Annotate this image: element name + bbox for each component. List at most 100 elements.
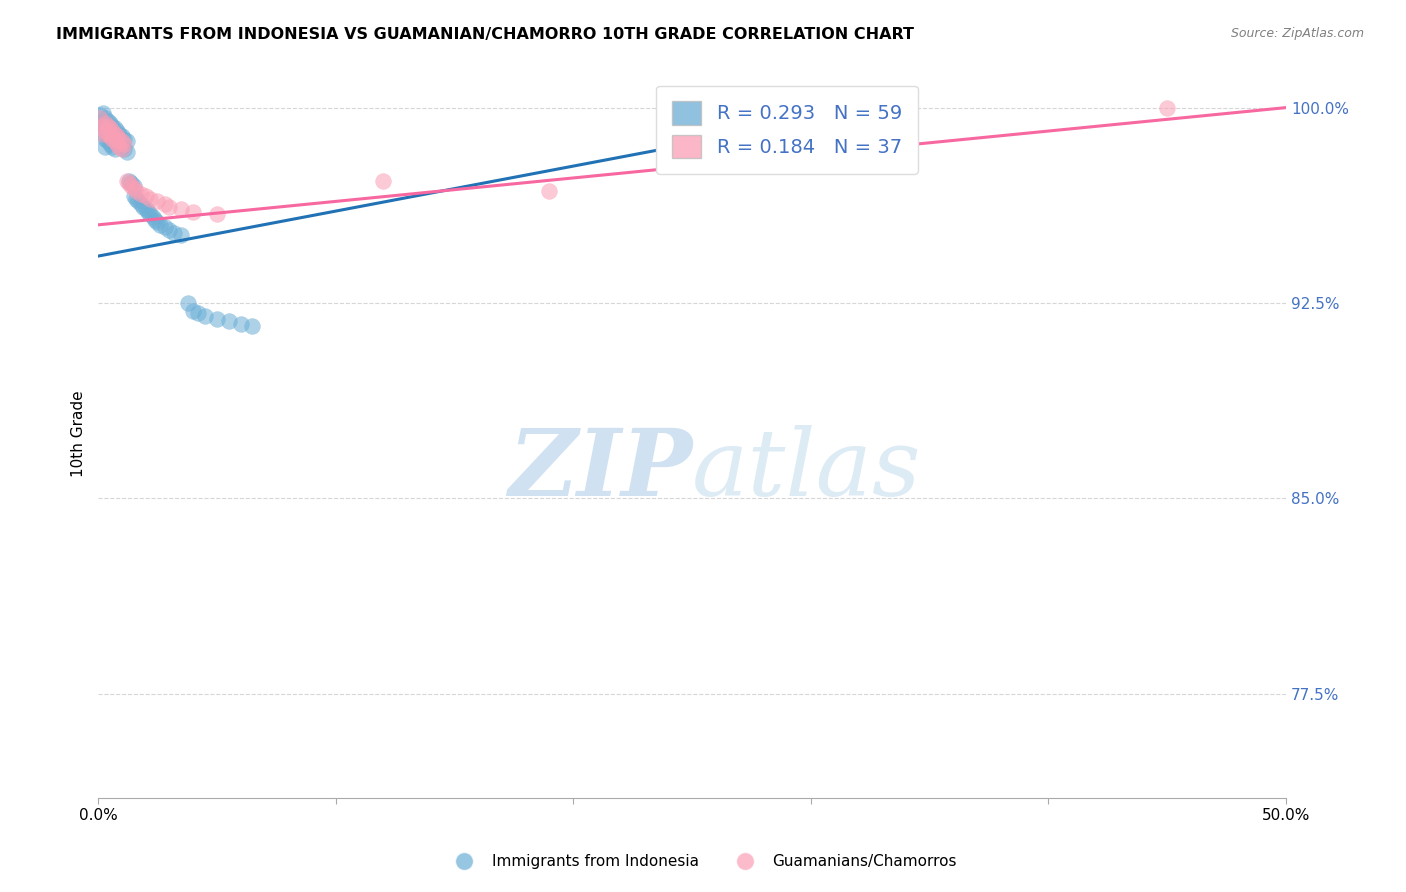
Point (111, 139, 134, 153)
Point (98, 116, 121, 130)
Point (115, 173, 138, 187)
Point (170, 228, 193, 243)
Point (115, 135, 138, 149)
Point (127, 194, 149, 209)
Point (120, 178, 142, 193)
Point (91, 119, 114, 133)
Legend: Immigrants from Indonesia, Guamanians/Chamorros: Immigrants from Indonesia, Guamanians/Ch… (443, 848, 963, 875)
Point (91, 105, 114, 120)
Point (135, 202, 157, 217)
Point (104, 142, 127, 156)
Point (94, 116, 117, 130)
Point (373, 173, 395, 187)
Point (98, 121, 121, 136)
Point (94, 111, 117, 125)
Point (94, 139, 117, 153)
Text: atlas: atlas (692, 425, 921, 515)
Point (153, 220, 176, 235)
Point (870, 108, 893, 122)
Point (111, 129, 134, 144)
Point (104, 127, 127, 141)
Point (122, 189, 145, 203)
Point (132, 200, 155, 214)
Text: Source: ZipAtlas.com: Source: ZipAtlas.com (1230, 27, 1364, 40)
Point (101, 124, 124, 138)
Point (153, 197, 176, 211)
Point (94, 124, 117, 138)
Point (105, 137, 128, 152)
Point (108, 139, 131, 153)
Point (125, 192, 148, 206)
Point (205, 311, 228, 326)
Y-axis label: 10th Grade: 10th Grade (72, 390, 86, 476)
Point (101, 129, 124, 144)
Point (96, 135, 118, 149)
Point (96, 113, 118, 128)
Point (89, 108, 111, 122)
Point (129, 186, 152, 201)
Point (135, 189, 157, 203)
Point (157, 200, 180, 214)
Point (101, 139, 124, 153)
Point (96, 124, 118, 138)
Point (94, 121, 117, 136)
Point (111, 142, 134, 156)
Point (149, 218, 172, 232)
Point (125, 184, 148, 198)
Point (115, 145, 138, 159)
Text: ZIP: ZIP (508, 425, 692, 515)
Legend: R = 0.293   N = 59, R = 0.184   N = 37: R = 0.293 N = 59, R = 0.184 N = 37 (657, 86, 918, 174)
Text: IMMIGRANTS FROM INDONESIA VS GUAMANIAN/CHAMORRO 10TH GRADE CORRELATION CHART: IMMIGRANTS FROM INDONESIA VS GUAMANIAN/C… (56, 27, 914, 42)
Point (108, 132, 131, 146)
Point (101, 132, 124, 146)
Point (139, 207, 162, 221)
Point (112, 132, 135, 146)
Point (96, 127, 118, 141)
Point (118, 173, 141, 187)
Point (105, 135, 128, 149)
Point (89, 111, 111, 125)
Point (1156, 101, 1178, 115)
Point (229, 317, 252, 331)
Point (163, 226, 186, 240)
Point (177, 296, 200, 310)
Point (218, 314, 240, 328)
Point (98, 129, 121, 144)
Point (104, 132, 127, 146)
Point (538, 184, 561, 198)
Point (136, 204, 159, 219)
Point (187, 306, 209, 320)
Point (146, 194, 169, 209)
Point (143, 212, 166, 227)
Point (122, 178, 145, 193)
Point (157, 223, 180, 237)
Point (96, 119, 118, 133)
Point (181, 204, 204, 219)
Point (181, 303, 204, 318)
Point (108, 137, 131, 152)
Point (91, 127, 114, 141)
Point (98, 137, 121, 152)
Point (104, 121, 127, 136)
Point (91, 127, 114, 141)
Point (98, 127, 121, 141)
Point (170, 202, 193, 217)
Point (89, 116, 111, 130)
Point (112, 142, 135, 156)
Point (139, 192, 162, 206)
Point (146, 215, 169, 229)
Point (242, 319, 264, 334)
Point (101, 119, 124, 133)
Point (91, 119, 114, 133)
Point (104, 135, 127, 149)
Point (108, 127, 131, 141)
Point (120, 176, 142, 190)
Point (118, 176, 141, 190)
Point (105, 129, 128, 144)
Point (142, 210, 165, 224)
Point (129, 197, 152, 211)
Point (122, 181, 145, 195)
Point (111, 135, 134, 149)
Point (112, 137, 135, 152)
Point (205, 207, 228, 221)
